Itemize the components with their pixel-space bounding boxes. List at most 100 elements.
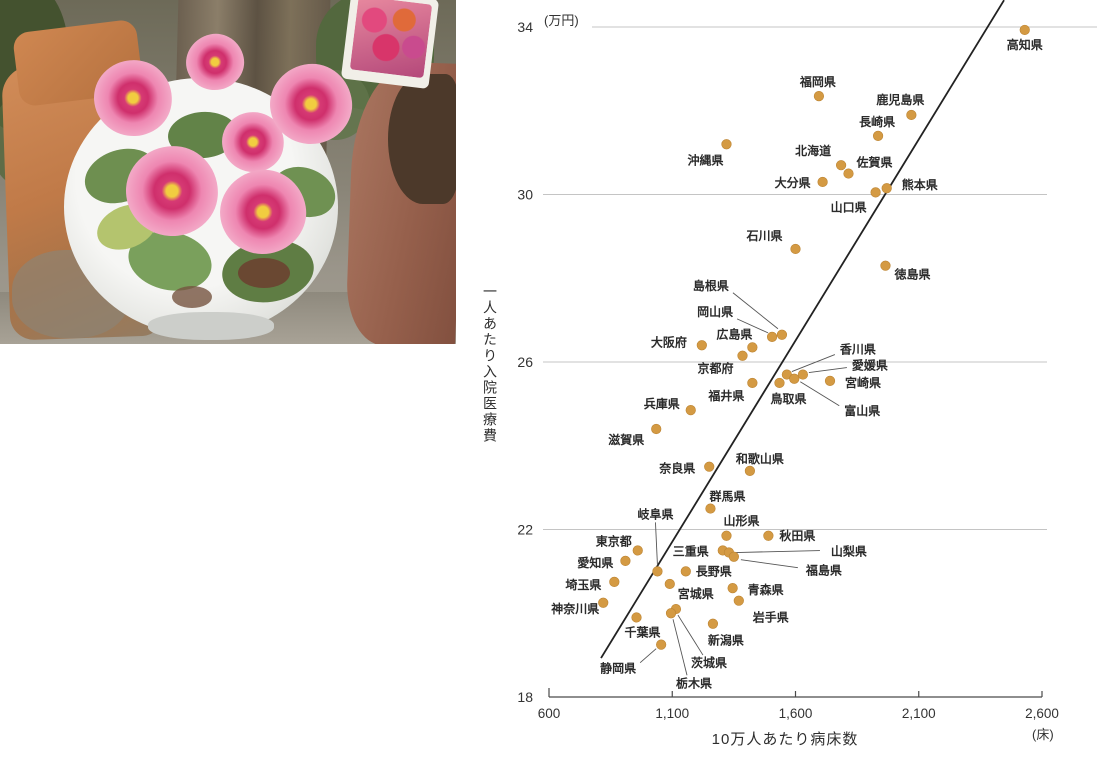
data-point: [704, 461, 715, 472]
data-point: [598, 597, 609, 608]
point-label: 山形県: [723, 513, 759, 528]
data-point: [664, 578, 675, 590]
data-point: [797, 369, 808, 380]
callout-line: [677, 614, 704, 656]
point-label: 和歌山県: [735, 451, 784, 466]
point-label: 兵庫県: [644, 396, 680, 411]
callout-line: [800, 381, 840, 407]
soil: [388, 74, 456, 204]
white-pot-base: [148, 312, 274, 340]
point-label: 福井県: [707, 388, 744, 403]
point-label: 富山県: [844, 403, 880, 418]
data-point: [721, 530, 732, 541]
y-tick-label: 26: [517, 354, 533, 370]
point-label: 愛媛県: [852, 358, 888, 373]
point-label: 高知県: [1007, 37, 1043, 52]
y-tick-label: 18: [517, 689, 533, 705]
data-point: [881, 183, 892, 194]
data-point: [721, 139, 732, 150]
data-point: [727, 583, 738, 594]
data-point: [620, 555, 631, 567]
data-point: [665, 608, 677, 619]
data-point: [733, 595, 744, 606]
trend-line: [600, 0, 1005, 659]
data-point: [880, 260, 891, 271]
callout-line: [736, 318, 769, 334]
plant-tag-picture: [349, 0, 433, 79]
data-point: [824, 375, 836, 386]
x-tick-label: 2,100: [902, 706, 936, 721]
callout-line: [735, 550, 820, 553]
point-label: 宮城県: [678, 586, 714, 601]
point-label: 岡山県: [697, 304, 733, 319]
point-label: 徳島県: [893, 267, 930, 282]
point-label: 栃木県: [676, 675, 712, 690]
data-point: [817, 176, 828, 188]
x-axis-unit: (床): [1032, 727, 1054, 742]
flower-photo: [0, 0, 456, 344]
data-point: [656, 639, 667, 650]
x-tick-label: 600: [538, 706, 561, 721]
point-label: 大阪府: [651, 334, 687, 349]
callout-line: [732, 292, 779, 330]
data-point: [609, 576, 620, 587]
y-tick-label: 30: [517, 187, 533, 203]
scatter-chart: 高知県 福岡県 鹿児島県 長崎県 沖縄県 北海道 佐賀県 大分県 熊本県 山口県 石川県 徳島県 島根県…: [460, 0, 1103, 757]
point-label: 大分県: [775, 175, 811, 190]
point-label: 埼玉県: [565, 577, 601, 592]
callout-line: [791, 354, 836, 372]
callout-line: [672, 619, 688, 676]
point-label: 沖縄県: [687, 152, 723, 167]
soil: [238, 258, 290, 288]
point-label: 宮崎県: [845, 375, 881, 390]
point-label: 長崎県: [859, 114, 895, 129]
point-label: 福岡県: [799, 74, 836, 89]
data-point: [651, 423, 662, 435]
point-label: 佐賀県: [855, 155, 892, 170]
data-point: [1019, 24, 1030, 36]
y-axis-unit: (万円): [544, 13, 579, 28]
point-label: 岩手県: [752, 610, 789, 625]
point-label: 香川県: [839, 342, 876, 357]
point-label: 千葉県: [624, 624, 660, 639]
data-point: [790, 243, 801, 255]
point-label: 鳥取県: [770, 391, 806, 406]
callout-line: [740, 559, 798, 569]
y-axis-title: 一人あたり入院医療費: [482, 284, 498, 444]
data-point: [836, 160, 847, 171]
point-label: 青森県: [748, 582, 784, 597]
point-label: 山口県: [831, 199, 867, 214]
point-label: 茨城県: [691, 655, 727, 670]
point-label: 京都府: [697, 361, 733, 376]
soil: [172, 286, 212, 308]
data-point: [766, 331, 778, 342]
data-point: [747, 342, 758, 353]
data-point: [872, 130, 884, 141]
y-tick-label: 34: [517, 19, 533, 35]
data-point: [632, 545, 643, 556]
data-point: [774, 377, 785, 389]
point-label: 長野県: [696, 563, 732, 578]
x-tick-label: 1,600: [779, 706, 813, 721]
point-label: 福島県: [805, 563, 842, 578]
point-label: 秋田県: [779, 528, 815, 543]
data-point: [776, 329, 788, 340]
data-point: [747, 377, 758, 389]
point-label: 島根県: [693, 278, 729, 293]
data-point: [696, 340, 707, 351]
data-point: [843, 168, 854, 179]
data-point: [685, 405, 696, 416]
point-label: 北海道: [795, 143, 831, 158]
data-point: [744, 465, 755, 476]
data-point: [870, 187, 881, 198]
point-label: 熊本県: [902, 177, 938, 192]
data-point: [631, 612, 642, 623]
point-label: 滋賀県: [608, 432, 644, 447]
point-label: 静岡県: [600, 661, 636, 676]
point-label: 東京都: [596, 533, 632, 548]
data-point: [652, 566, 663, 577]
data-point: [707, 618, 719, 629]
data-point: [680, 566, 691, 577]
data-point: [737, 350, 748, 361]
